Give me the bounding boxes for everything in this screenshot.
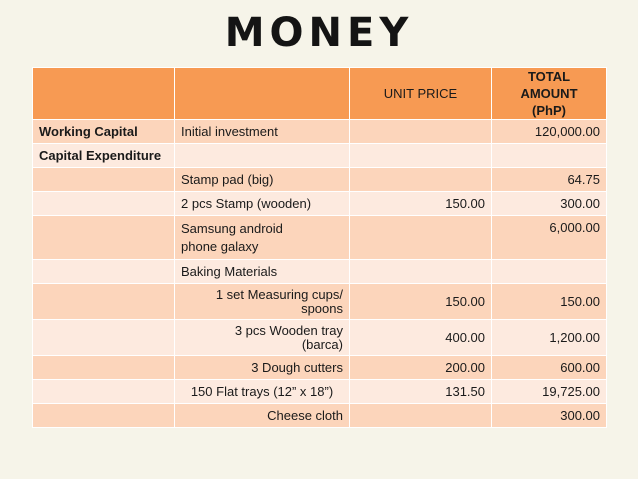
table-row: 3 pcs Wooden tray (barca) 400.00 1,200.0… [32, 319, 607, 356]
item-cell: Stamp pad (big) [174, 167, 350, 192]
total-cell: 1,200.00 [491, 319, 607, 356]
item-line-1: 1 set Measuring cups/ [215, 286, 343, 302]
unit-price-cell [349, 143, 492, 168]
unit-price-cell: 400.00 [349, 319, 492, 356]
unit-price-cell [349, 403, 492, 428]
unit-price-cell: 200.00 [349, 355, 492, 380]
unit-price-cell [349, 119, 492, 144]
item-cell: Samsung android phone galaxy [174, 215, 350, 260]
item-cell: 3 Dough cutters [174, 355, 350, 380]
category-cell [32, 355, 175, 380]
total-cell [491, 143, 607, 168]
category-cell: Working Capital [32, 119, 175, 144]
unit-price-cell: 150.00 [349, 283, 492, 320]
total-cell [491, 259, 607, 284]
table-row: Samsung android phone galaxy 6,000.00 [32, 215, 607, 260]
total-cell: 120,000.00 [491, 119, 607, 144]
table-row: Baking Materials [32, 259, 607, 284]
table-row: 150 Flat trays (12” x 18”) 131.50 19,725… [32, 379, 607, 404]
table-row: Stamp pad (big) 64.75 [32, 167, 607, 192]
header-cell-item [174, 67, 350, 120]
total-cell: 600.00 [491, 355, 607, 380]
category-cell [32, 379, 175, 404]
item-cell: 150 Flat trays (12” x 18”) [174, 379, 350, 404]
header-total-amount-line1: TOTAL AMOUNT [520, 69, 578, 101]
category-cell [32, 191, 175, 216]
item-cell: 3 pcs Wooden tray (barca) [174, 319, 350, 356]
total-cell: 150.00 [491, 283, 607, 320]
category-cell [32, 319, 175, 356]
category-cell: Capital Expenditure [32, 143, 175, 168]
total-cell: 19,725.00 [491, 379, 607, 404]
unit-price-cell: 131.50 [349, 379, 492, 404]
item-line-2: spoons [301, 300, 343, 316]
table-row: 1 set Measuring cups/ spoons 150.00 150.… [32, 283, 607, 320]
item-line-2: phone galaxy [181, 239, 259, 254]
total-cell: 64.75 [491, 167, 607, 192]
header-total-amount: TOTAL AMOUNT (PhP) [491, 67, 607, 120]
header-unit-price: UNIT PRICE [349, 67, 492, 120]
table-row: 2 pcs Stamp (wooden) 150.00 300.00 [32, 191, 607, 216]
money-table: UNIT PRICE TOTAL AMOUNT (PhP) Working Ca… [32, 67, 607, 428]
category-cell [32, 283, 175, 320]
total-cell: 300.00 [491, 403, 607, 428]
page-title: MONEY [224, 10, 414, 56]
item-cell: Initial investment [174, 119, 350, 144]
item-line-1: Samsung android [181, 221, 283, 236]
item-cell: Baking Materials [174, 259, 350, 284]
item-line-1: 3 pcs Wooden tray [234, 322, 343, 338]
category-cell [32, 167, 175, 192]
table-row: 3 Dough cutters 200.00 600.00 [32, 355, 607, 380]
table-header-row: UNIT PRICE TOTAL AMOUNT (PhP) [32, 67, 607, 120]
item-cell: 1 set Measuring cups/ spoons [174, 283, 350, 320]
header-cell-category [32, 67, 175, 120]
item-cell: 2 pcs Stamp (wooden) [174, 191, 350, 216]
item-line-2: (barca) [301, 336, 343, 352]
total-cell: 6,000.00 [491, 215, 607, 260]
table-row: Working Capital Initial investment 120,0… [32, 119, 607, 144]
category-cell [32, 403, 175, 428]
header-total-amount-line2: (PhP) [532, 103, 566, 118]
table-row: Capital Expenditure [32, 143, 607, 168]
unit-price-cell [349, 167, 492, 192]
unit-price-cell [349, 215, 492, 260]
total-cell: 300.00 [491, 191, 607, 216]
category-cell [32, 215, 175, 260]
table-row: Cheese cloth 300.00 [32, 403, 607, 428]
unit-price-cell [349, 259, 492, 284]
unit-price-cell: 150.00 [349, 191, 492, 216]
item-cell [174, 143, 350, 168]
item-cell: Cheese cloth [174, 403, 350, 428]
category-cell [32, 259, 175, 284]
